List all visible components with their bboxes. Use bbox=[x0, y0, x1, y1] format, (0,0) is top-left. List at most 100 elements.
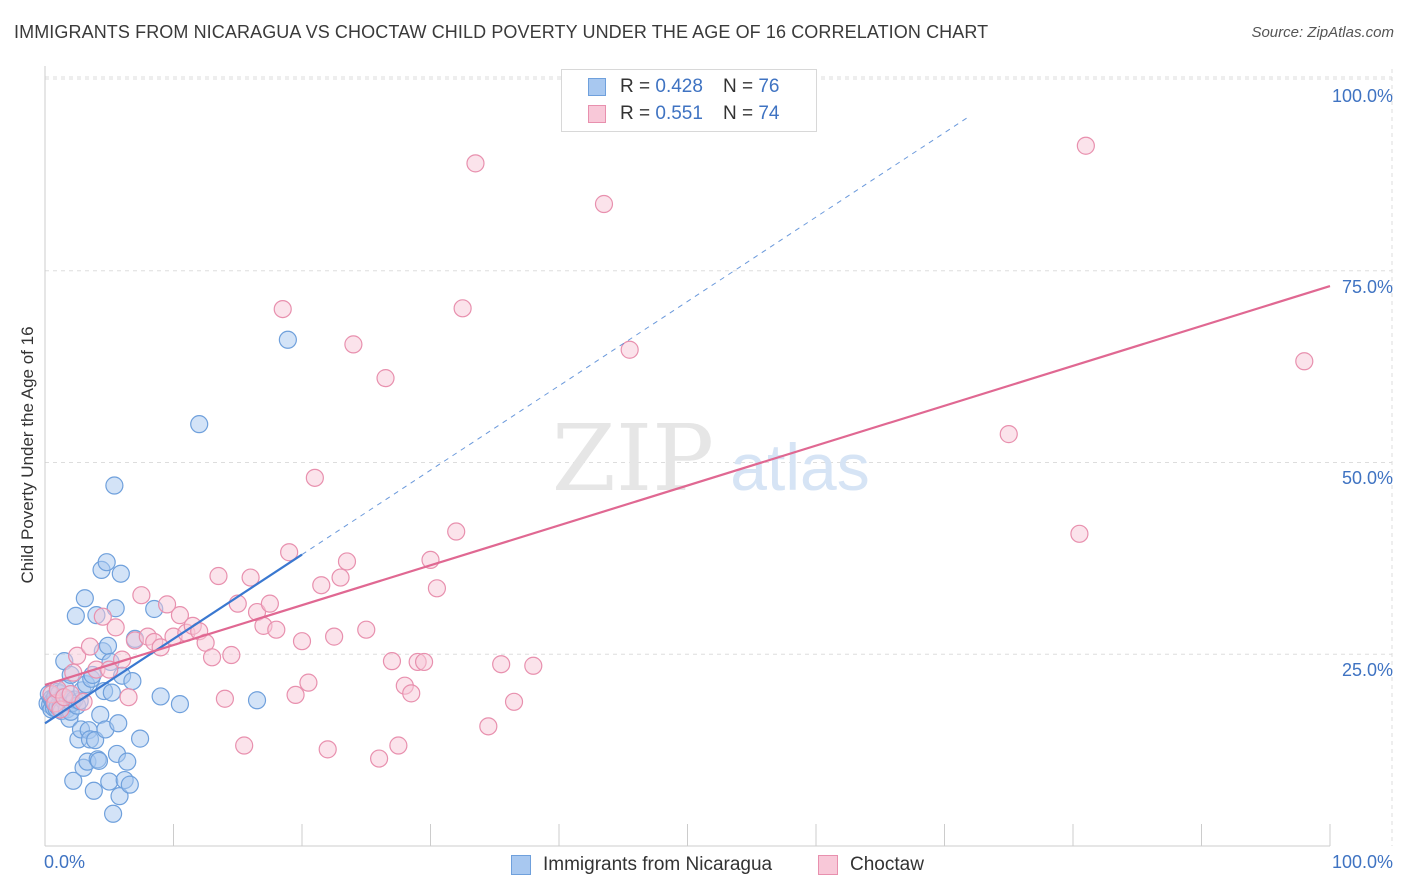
legend-swatch-choctaw bbox=[818, 855, 838, 875]
data-point bbox=[106, 599, 125, 618]
data-point bbox=[222, 645, 241, 665]
data-point bbox=[357, 620, 376, 639]
data-point bbox=[414, 652, 434, 672]
data-point bbox=[402, 684, 421, 703]
watermark-atlas: atlas bbox=[730, 430, 869, 504]
data-point bbox=[235, 736, 254, 755]
axes bbox=[44, 66, 1331, 847]
data-point bbox=[370, 749, 389, 768]
x-tick-label-100: 100.0% bbox=[1331, 852, 1393, 872]
trend-lines bbox=[44, 115, 1331, 725]
data-point bbox=[190, 415, 209, 434]
data-point bbox=[102, 683, 121, 702]
data-point bbox=[104, 804, 123, 823]
data-point bbox=[247, 691, 267, 710]
y-axis-label: Child Poverty Under the Age of 16 bbox=[18, 326, 37, 584]
data-point bbox=[331, 568, 350, 587]
data-point bbox=[318, 740, 337, 759]
trend-line-nicaragua-extension bbox=[301, 115, 971, 555]
data-point bbox=[89, 751, 109, 770]
data-point bbox=[299, 673, 318, 692]
data-point bbox=[111, 564, 130, 583]
data-point bbox=[325, 627, 344, 646]
legend-n-value: 76 bbox=[758, 76, 780, 97]
data-point bbox=[1076, 136, 1095, 155]
legend-row-choctaw: R = 0.551 N = 74 bbox=[588, 101, 779, 127]
legend-swatch-nicaragua bbox=[588, 78, 606, 96]
watermark: ZIP atlas bbox=[552, 405, 870, 512]
data-point bbox=[112, 650, 132, 669]
data-point bbox=[119, 688, 138, 707]
legend-series-name: Choctaw bbox=[850, 854, 924, 875]
legend-r-label: R = bbox=[620, 103, 651, 124]
legend-n-value: 74 bbox=[758, 103, 780, 124]
data-point bbox=[1295, 352, 1314, 371]
legend-r-label: R = bbox=[620, 76, 651, 97]
data-point bbox=[337, 552, 357, 571]
data-point bbox=[151, 687, 170, 706]
grid bbox=[45, 69, 1393, 846]
data-point bbox=[130, 729, 150, 748]
data-point bbox=[74, 692, 93, 711]
data-point bbox=[106, 618, 125, 637]
data-point bbox=[278, 330, 297, 349]
data-point bbox=[453, 299, 472, 318]
data-point bbox=[105, 476, 124, 495]
data-point bbox=[620, 340, 639, 359]
data-point bbox=[64, 771, 83, 790]
data-point bbox=[209, 566, 228, 586]
data-point bbox=[241, 568, 260, 587]
y-tick-label-25: 25.0% bbox=[1341, 660, 1393, 680]
legend-swatch-nicaragua bbox=[511, 855, 531, 875]
data-point bbox=[109, 714, 128, 733]
data-point bbox=[492, 655, 511, 674]
x-tick-label-0: 0.0% bbox=[44, 852, 86, 872]
data-point bbox=[202, 648, 222, 667]
data-point bbox=[447, 522, 466, 541]
data-point bbox=[273, 300, 292, 319]
data-point bbox=[479, 717, 498, 736]
data-point bbox=[267, 620, 286, 639]
data-point bbox=[170, 606, 190, 625]
data-point bbox=[382, 652, 402, 671]
data-point bbox=[80, 637, 100, 656]
data-point bbox=[344, 335, 363, 354]
data-point bbox=[427, 579, 447, 598]
data-point bbox=[215, 689, 234, 708]
data-point bbox=[93, 607, 112, 626]
data-point bbox=[68, 646, 87, 665]
data-point bbox=[100, 772, 119, 791]
data-point bbox=[286, 685, 305, 705]
data-point bbox=[260, 594, 279, 613]
series-legend-nicaragua[interactable]: Immigrants from Nicaragua bbox=[511, 852, 772, 878]
data-point bbox=[389, 736, 408, 755]
data-point bbox=[305, 468, 324, 487]
data-point bbox=[312, 576, 331, 595]
legend-series-name: Immigrants from Nicaragua bbox=[543, 854, 773, 875]
y-tick-label-100: 100.0% bbox=[1331, 86, 1393, 106]
data-point bbox=[123, 671, 142, 691]
y-tick-label-75: 75.0% bbox=[1341, 277, 1393, 297]
data-point bbox=[466, 154, 485, 173]
data-point bbox=[75, 589, 94, 608]
trend-line-choctaw bbox=[44, 285, 1331, 686]
data-point bbox=[504, 692, 524, 711]
data-point bbox=[110, 787, 129, 806]
legend-swatch-choctaw bbox=[588, 105, 606, 123]
data-point bbox=[118, 752, 137, 771]
data-point bbox=[292, 632, 312, 651]
data-point bbox=[594, 194, 614, 214]
legend-n-label: N = bbox=[722, 76, 754, 97]
y-tick-label-50: 50.0% bbox=[1341, 468, 1393, 488]
data-point bbox=[157, 595, 177, 614]
watermark-zip: ZIP bbox=[552, 405, 714, 512]
chart-title: IMMIGRANTS FROM NICARAGUA VS CHOCTAW CHI… bbox=[14, 22, 989, 42]
trend-line-nicaragua bbox=[44, 553, 303, 725]
data-point bbox=[98, 636, 118, 655]
data-point bbox=[999, 425, 1018, 444]
data-point bbox=[97, 553, 116, 572]
series-legend-choctaw[interactable]: Choctaw bbox=[818, 852, 924, 878]
data-point bbox=[120, 775, 139, 794]
data-point bbox=[1070, 524, 1089, 543]
